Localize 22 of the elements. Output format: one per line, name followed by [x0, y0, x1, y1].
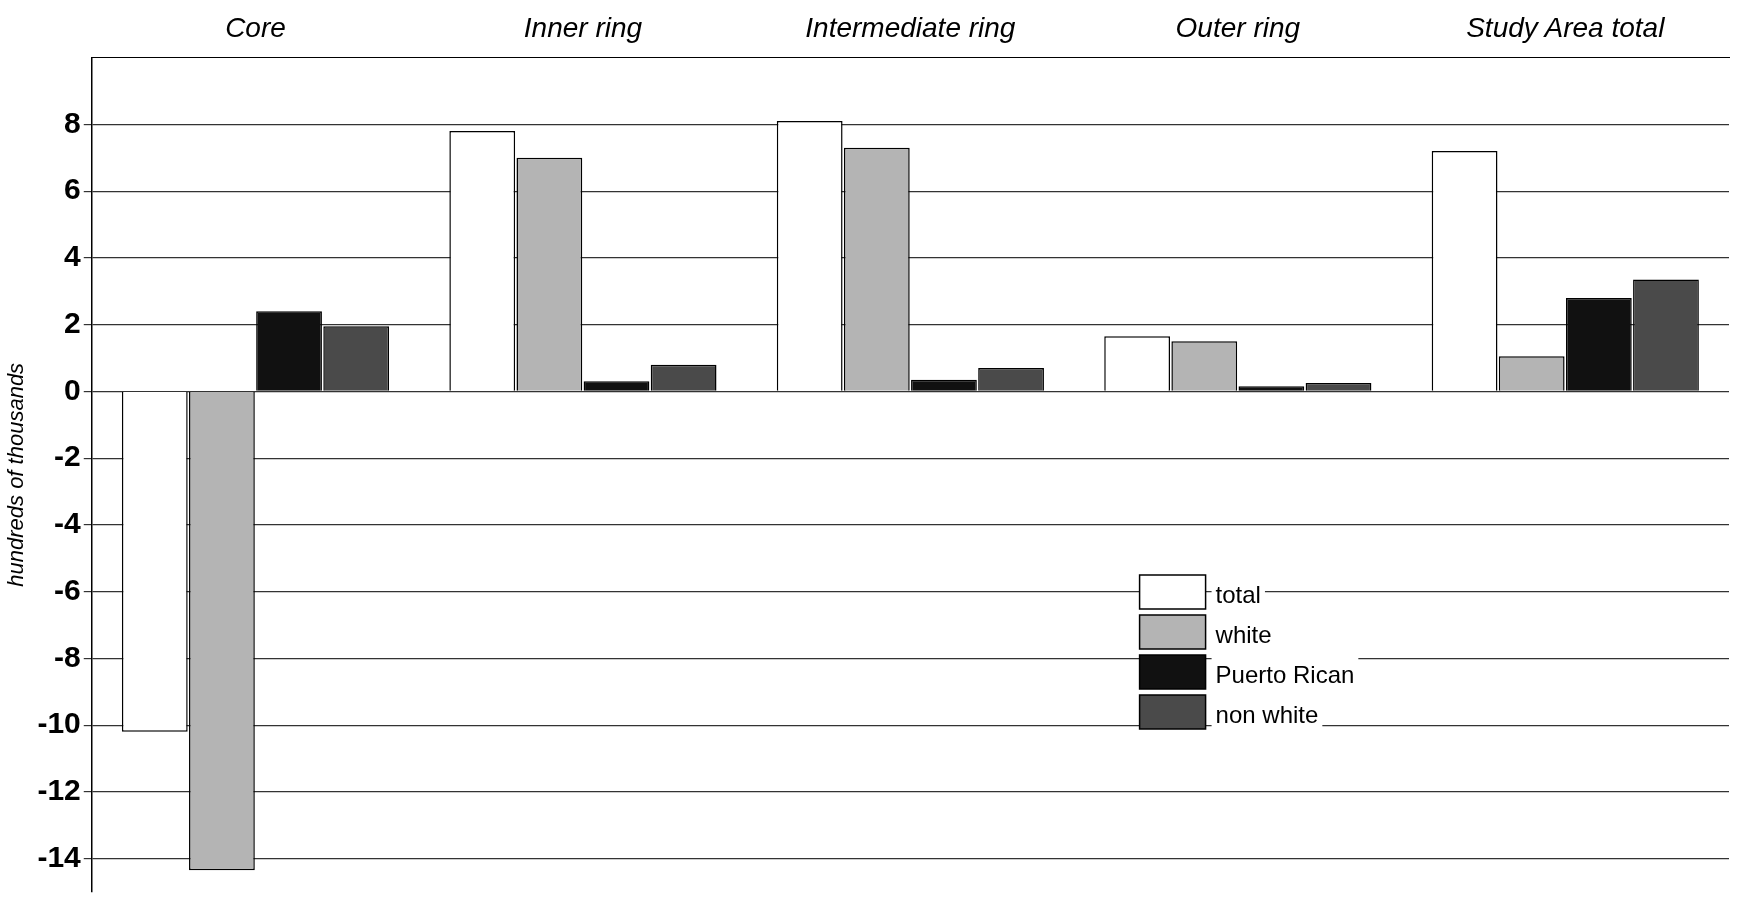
legend-label: non white: [1215, 700, 1319, 728]
x-tick-label: Study Area total: [1466, 11, 1666, 43]
y-tick-label: -8: [54, 639, 81, 673]
y-axis-title: hundreds of thousands: [3, 362, 29, 587]
y-tick-label: -2: [54, 439, 81, 473]
legend-label: Puerto Rican: [1215, 660, 1355, 688]
y-tick-label: 2: [64, 305, 81, 339]
y-tick-label: -14: [37, 839, 82, 873]
x-tick-label: Outer ring: [1175, 11, 1301, 43]
legend-label: total: [1215, 580, 1261, 608]
y-tick-label: 6: [64, 172, 81, 206]
x-tick-label: Core: [225, 11, 286, 43]
y-tick-label: -6: [54, 572, 81, 606]
y-tick-label: -10: [37, 706, 81, 740]
y-tick-label: -4: [54, 506, 82, 540]
legend-label: white: [1214, 620, 1272, 648]
x-tick-label: Inner ring: [523, 11, 643, 43]
y-tick-label: -12: [37, 773, 81, 807]
y-tick-label: 8: [64, 105, 81, 139]
y-tick-label: 4: [64, 239, 82, 273]
y-tick-label: 0: [64, 372, 81, 406]
x-tick-label: Intermediate ring: [805, 11, 1016, 43]
